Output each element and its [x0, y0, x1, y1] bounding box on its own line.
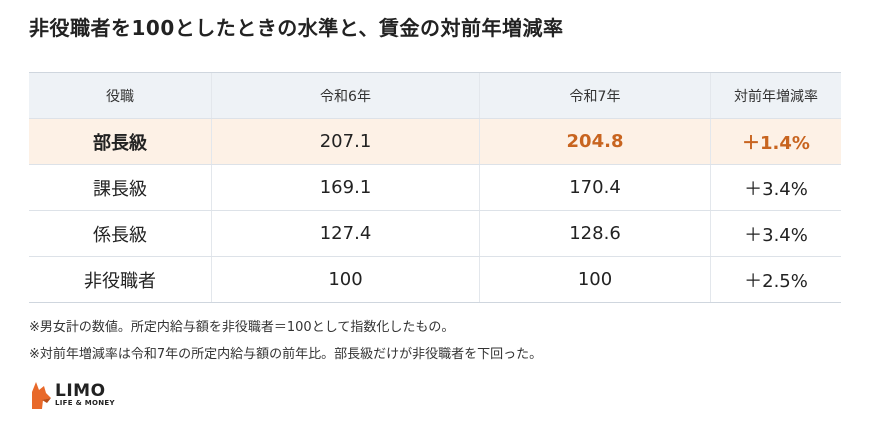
cell: 207.1 [211, 118, 480, 165]
title: 非役職者を100としたときの水準と、賃金の対前年増減率 [29, 16, 564, 40]
row: 係長級 127.4 128.6 ＋3.4% [29, 210, 841, 257]
cell: 課長級 [29, 164, 212, 211]
table: 役職 令和6年 令和7年 対前年増減率 部長級 207.1 204.8 ＋1.4… [29, 72, 841, 303]
table-head: 役職 令和6年 令和7年 対前年増減率 [29, 72, 841, 119]
cell: ＋3.4% [710, 210, 841, 257]
row: 非役職者 100 100 ＋2.5% [29, 256, 841, 303]
logo-name: LIMO [55, 381, 106, 401]
logo-icon [32, 382, 51, 409]
table-body: 部長級 207.1 204.8 ＋1.4% 課長級 169.1 170.4 ＋3… [29, 118, 841, 303]
cell: 127.4 [211, 210, 480, 257]
column-header: 令和6年 [211, 72, 480, 119]
cell: 100 [211, 256, 480, 303]
cell: 部長級 [29, 118, 212, 165]
header-row: 役職 令和6年 令和7年 対前年増減率 [29, 72, 841, 119]
column-header: 対前年増減率 [710, 72, 841, 119]
logo-tagline: LIFE & MONEY [55, 399, 115, 407]
note: ※男女計の数値。所定内給与額を非役職者＝100として指数化したもの。 [29, 320, 455, 335]
cell: 100 [479, 256, 711, 303]
logo: LIMO LIFE & MONEY [30, 380, 115, 410]
cell: 169.1 [211, 164, 480, 211]
cell: ＋1.4% [710, 118, 841, 165]
cell: 204.8 [479, 118, 711, 165]
cell: 170.4 [479, 164, 711, 211]
logo-text: LIMO LIFE & MONEY [55, 381, 115, 408]
cell: 128.6 [479, 210, 711, 257]
column-header: 令和7年 [479, 72, 711, 119]
cell: ＋3.4% [710, 164, 841, 211]
note: ※対前年増減率は令和7年の所定内給与額の前年比。部長級だけが非役職者を下回った。 [29, 347, 543, 362]
cell: 係長級 [29, 210, 212, 257]
column-header: 役職 [29, 72, 212, 119]
row: 課長級 169.1 170.4 ＋3.4% [29, 164, 841, 211]
cell: 非役職者 [29, 256, 212, 303]
row: 部長級 207.1 204.8 ＋1.4% [29, 118, 841, 165]
cell: ＋2.5% [710, 256, 841, 303]
